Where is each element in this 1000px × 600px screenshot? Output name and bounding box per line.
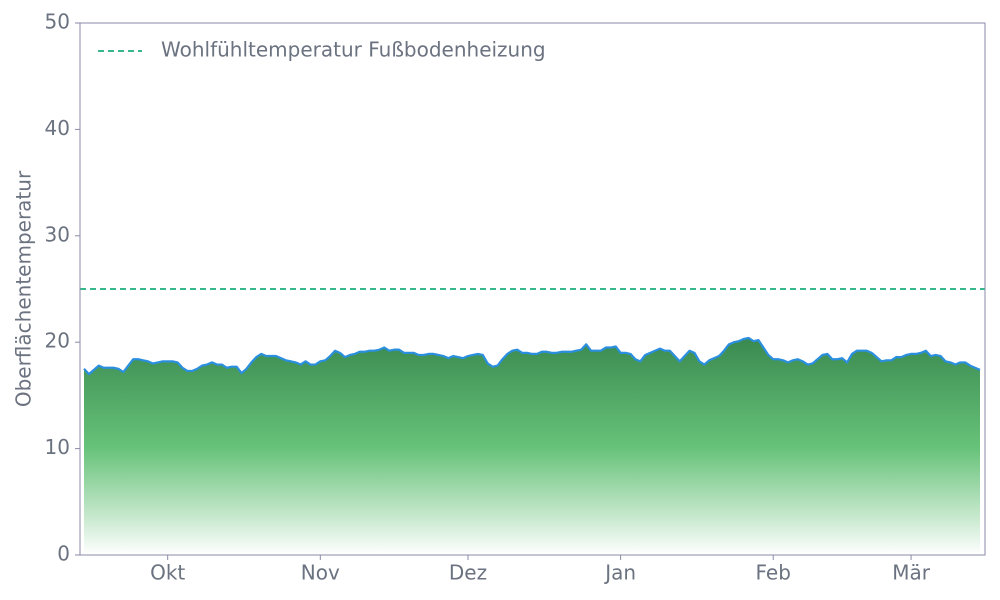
x-tick-label: Feb	[756, 561, 791, 585]
legend-label: Wohlfühltemperatur Fußbodenheizung	[161, 38, 546, 62]
x-tick-label: Mär	[892, 561, 931, 585]
y-tick-label: 10	[45, 435, 70, 459]
y-tick-label: 20	[45, 329, 70, 353]
x-tick-label: Dez	[449, 561, 487, 585]
y-tick-label: 0	[57, 542, 70, 566]
x-tick-label: Jan	[603, 561, 636, 585]
x-tick-label: Nov	[301, 561, 340, 585]
area-line	[83, 336, 981, 376]
plot-frame	[79, 22, 986, 556]
area-fill	[84, 337, 980, 555]
y-tick-label: 40	[45, 116, 70, 140]
y-tick-label: 30	[45, 222, 70, 246]
y-tick-label: 50	[45, 10, 70, 34]
x-tick-label: Okt	[150, 561, 185, 585]
y-axis-label: Oberflächentemperatur	[12, 170, 36, 407]
